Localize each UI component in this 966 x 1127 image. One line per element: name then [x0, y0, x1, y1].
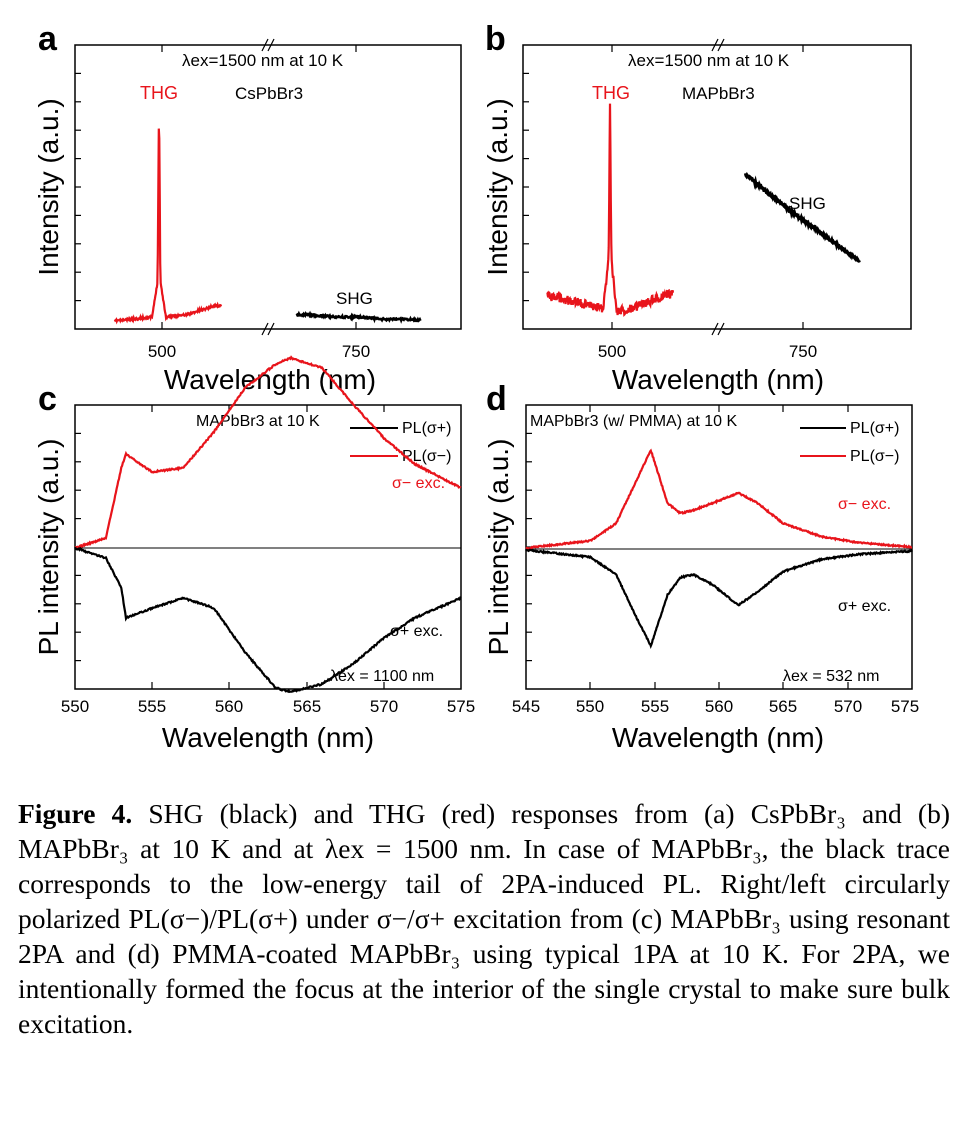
panel-d-xtick-5: 570	[834, 697, 862, 716]
panel-b-letter: b	[485, 20, 506, 58]
panel-b-xlabel: Wavelength (nm)	[612, 364, 824, 395]
panel-d-xtick-0: 545	[512, 697, 540, 716]
panel-d-upper-label: σ− exc.	[838, 496, 891, 513]
panel-d-curve-sigma-minus	[525, 448, 912, 550]
panel-c-xtick-2: 560	[215, 697, 243, 716]
panel-c-xtick-1: 555	[138, 697, 166, 716]
panel-a-shg-label: SHG	[336, 289, 373, 308]
panel-b-shg-curve	[743, 171, 861, 263]
panel-a-ylabel: Intensity (a.u.)	[33, 98, 64, 275]
panel-c-xtick-5: 575	[447, 697, 475, 716]
panel-c-ylabel: PL intensity (a.u.)	[33, 439, 64, 656]
panel-a-letter: a	[38, 20, 58, 58]
panel-c-letter: c	[38, 380, 57, 418]
panel-d-excitation: λex = 532 nm	[783, 668, 880, 685]
panel-a-shg-curve	[295, 310, 422, 324]
panel-d-xtick-2: 555	[641, 697, 669, 716]
panel-d-legend-1: PL(σ−)	[850, 448, 899, 465]
panel-b-ticks	[523, 45, 804, 329]
panel-b-xtick-1: 750	[789, 342, 817, 361]
panel-a-xtick-1: 750	[342, 342, 370, 361]
panel-d-condition: MAPbBr3 (w/ PMMA) at 10 K	[530, 413, 737, 430]
panel-d: d MAPbBr3 (w/ PMMA) at 10 K PL(σ+) PL(σ−…	[483, 380, 919, 753]
figure-caption: Figure 4. SHG (black) and THG (red) resp…	[18, 796, 950, 1041]
panel-c-xtick-0: 550	[61, 697, 89, 716]
panel-c-legend-1: PL(σ−)	[402, 448, 451, 465]
caption-text: SHG (black) and THG (red) responses from…	[18, 798, 950, 1039]
panel-a-thg-label: THG	[140, 83, 178, 103]
panel-c-upper-label: σ− exc.	[392, 475, 445, 492]
panel-d-xtick-4: 565	[769, 697, 797, 716]
panel-d-xtick-1: 550	[576, 697, 604, 716]
panel-c-ticks	[75, 405, 385, 689]
panel-b-thg-label: THG	[592, 83, 630, 103]
panel-a-material: CsPbBr3	[235, 84, 303, 103]
panel-d-ylabel: PL intensity (a.u.)	[483, 439, 514, 656]
panel-c-xticks: 550 555 560 565 570 575	[61, 697, 475, 716]
panel-c-lower-label: σ+ exc.	[390, 623, 443, 640]
panel-d-xticks: 545 550 555 560 565 570 575	[512, 697, 919, 716]
panel-a-thg-curve	[113, 128, 223, 325]
panel-c-excitation: λex = 1100 nm	[330, 668, 434, 685]
panel-d-xtick-6: 575	[891, 697, 919, 716]
panel-b-thg-curve	[546, 103, 675, 318]
panel-c-xtick-3: 565	[293, 697, 321, 716]
panel-a: a λex=1500 nm at 10 K THG CsPbBr3 SHG Wa…	[33, 20, 462, 395]
panel-a-excitation: λex=1500 nm at 10 K	[182, 51, 344, 70]
panel-b-ylabel: Intensity (a.u.)	[482, 98, 513, 275]
panel-d-xtick-3: 560	[705, 697, 733, 716]
panel-d-xlabel: Wavelength (nm)	[612, 722, 824, 753]
caption-label: Figure 4.	[18, 798, 133, 829]
panel-d-curve-sigma-plus	[525, 548, 913, 649]
panel-b: b λex=1500 nm at 10 K THG MAPbBr3 SHG Wa…	[482, 20, 912, 395]
panel-d-ticks	[526, 405, 849, 689]
panel-a-axis-break-bottom	[261, 322, 275, 336]
panel-b-axis-break-bottom	[711, 322, 725, 336]
panel-d-lower-label: σ+ exc.	[838, 598, 891, 615]
panel-a-axis-break-top	[261, 38, 275, 52]
panel-b-axis-break-top	[711, 38, 725, 52]
panel-b-excitation: λex=1500 nm at 10 K	[628, 51, 790, 70]
panel-a-ticks	[75, 45, 357, 329]
panel-c-curve-sigma-plus	[74, 546, 462, 694]
figure-4: a λex=1500 nm at 10 K THG CsPbBr3 SHG Wa…	[33, 20, 919, 753]
panel-d-letter: d	[486, 380, 507, 418]
panel-b-shg-label: SHG	[789, 194, 826, 213]
panel-c-xtick-4: 570	[370, 697, 398, 716]
panel-c-xlabel: Wavelength (nm)	[162, 722, 374, 753]
panel-c-legend-0: PL(σ+)	[402, 420, 451, 437]
panel-d-legend-0: PL(σ+)	[850, 420, 899, 437]
panel-b-material: MAPbBr3	[682, 84, 755, 103]
panel-b-xtick-0: 500	[598, 342, 626, 361]
panel-c: c MAPbBr3 at 10 K PL(σ+) PL(σ−) σ− exc. …	[33, 355, 475, 753]
panel-c-condition: MAPbBr3 at 10 K	[196, 413, 320, 430]
panel-a-xtick-0: 500	[148, 342, 176, 361]
panel-c-curve-sigma-minus	[74, 355, 462, 549]
